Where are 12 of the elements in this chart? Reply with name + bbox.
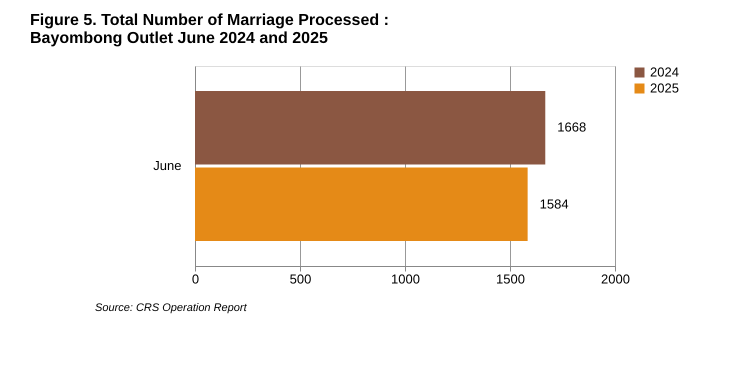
x-tick-label: 500 bbox=[290, 272, 312, 286]
x-tick-label: 2000 bbox=[601, 272, 630, 286]
x-tick-label: 0 bbox=[192, 272, 200, 286]
chart-title: Figure 5. Total Number of Marriage Processed : Bayombong Outlet June 2024 and 2025 bbox=[30, 12, 389, 47]
x-tick-label: 1500 bbox=[496, 272, 525, 286]
legend-label: 2024 bbox=[650, 64, 679, 80]
data-label: 1584 bbox=[540, 196, 569, 212]
x-tick-label: 1000 bbox=[391, 272, 420, 286]
y-tick-label: June bbox=[153, 158, 182, 173]
legend-label: 2025 bbox=[650, 80, 679, 96]
source-note: Source: CRS Operation Report bbox=[95, 302, 248, 314]
data-label: 1668 bbox=[557, 120, 586, 135]
